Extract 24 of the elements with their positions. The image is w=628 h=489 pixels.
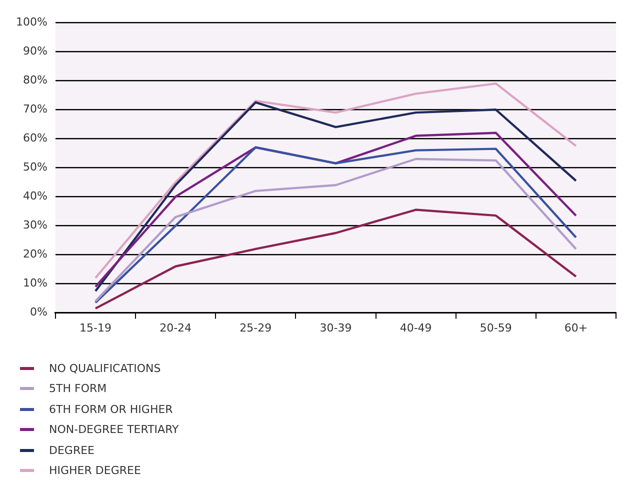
y-tick-label: 40%	[22, 190, 48, 203]
x-tick-label: 25-29	[240, 321, 272, 334]
legend-label: HIGHER DEGREE	[49, 464, 141, 478]
legend-label: 6TH FORM OR HIGHER	[49, 402, 173, 416]
y-tick-label: 80%	[22, 74, 48, 86]
legend-label: DEGREE	[49, 444, 94, 457]
y-tick-label: 50%	[22, 160, 48, 174]
x-tick-label: 15-19	[80, 321, 112, 334]
x-tick-label: 60+	[564, 321, 588, 334]
x-tick-label: 30-39	[320, 321, 352, 334]
legend-label: NO QUALIFICATIONS	[49, 362, 161, 375]
x-tick-label: 40-49	[400, 321, 432, 334]
y-tick-label: 30%	[22, 218, 48, 232]
y-tick-label: 0%	[30, 306, 48, 319]
y-tick-label: 90%	[22, 44, 48, 58]
y-tick-label: 100%	[16, 15, 48, 28]
y-tick-label: 60%	[22, 132, 48, 145]
y-tick-label: 10%	[22, 276, 48, 290]
legend-label: 5TH FORM	[49, 382, 107, 396]
y-tick-label: 70%	[22, 102, 48, 116]
legend-label: NON-DEGREE TERTIARY	[49, 423, 179, 436]
y-tick-label: 20%	[22, 248, 48, 261]
x-tick-label: 20-24	[160, 321, 192, 334]
x-tick-label: 50-59	[480, 321, 512, 334]
